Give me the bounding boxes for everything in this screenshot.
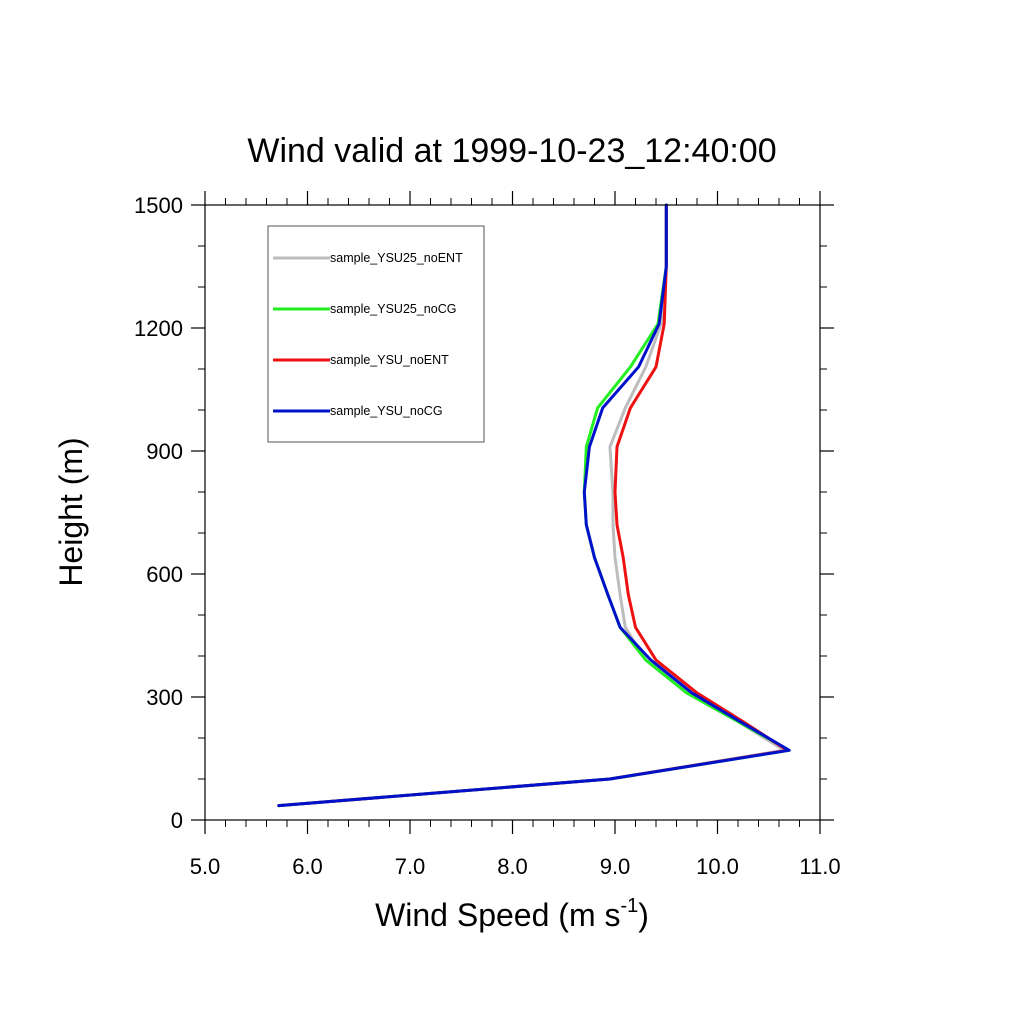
legend-label-2: sample_YSU_noENT xyxy=(330,353,449,367)
y-tick-label: 600 xyxy=(146,562,183,587)
x-tick-label: 5.0 xyxy=(190,854,221,879)
legend: sample_YSU25_noENT sample_YSU25_noCGsampl… xyxy=(267,225,485,443)
legend-label-3: sample_YSU_noCG xyxy=(330,404,443,418)
x-tick-label: 7.0 xyxy=(395,854,426,879)
x-tick-label: 10.0 xyxy=(696,854,739,879)
y-tick-label: 1500 xyxy=(134,193,183,218)
x-axis-label-close: ) xyxy=(638,897,649,933)
legend-label-0: sample_YSU25_noENT xyxy=(330,251,463,265)
series-lines xyxy=(277,203,791,808)
axis-ticks xyxy=(191,191,834,834)
y-tick-label: 1200 xyxy=(134,316,183,341)
tick-labels: 5.0 6.0 7.0 8.0 9.0 10.0 11.0 0 300 600 900 1200 150… xyxy=(134,193,841,879)
series-line-3 xyxy=(277,203,791,808)
x-tick-label: 11.0 xyxy=(799,854,840,879)
x-tick-label: 8.0 xyxy=(497,854,528,879)
x-tick-label: 9.0 xyxy=(600,854,631,879)
x-axis-label: Wind Speed (m s-1) xyxy=(375,895,649,933)
chart-title: Wind valid at 1999-10-23_12:40:00 xyxy=(247,132,776,170)
x-axis-label-main: Wind Speed (m s xyxy=(375,897,620,933)
legend-label-1: sample_YSU25_noCG xyxy=(330,302,456,316)
y-axis-label: Height (m) xyxy=(53,437,89,586)
x-axis-label-superscript: -1 xyxy=(620,895,638,917)
legend-box xyxy=(267,225,485,443)
y-tick-label: 900 xyxy=(146,439,183,464)
y-tick-label: 0 xyxy=(171,808,183,833)
plot-frame xyxy=(204,204,821,821)
y-tick-label: 300 xyxy=(146,685,183,710)
x-tick-label: 6.0 xyxy=(292,854,323,879)
